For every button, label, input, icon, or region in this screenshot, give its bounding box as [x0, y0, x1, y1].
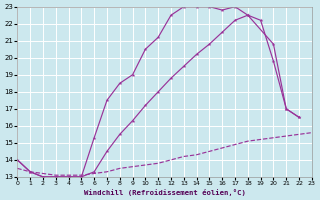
X-axis label: Windchill (Refroidissement éolien,°C): Windchill (Refroidissement éolien,°C)	[84, 189, 245, 196]
